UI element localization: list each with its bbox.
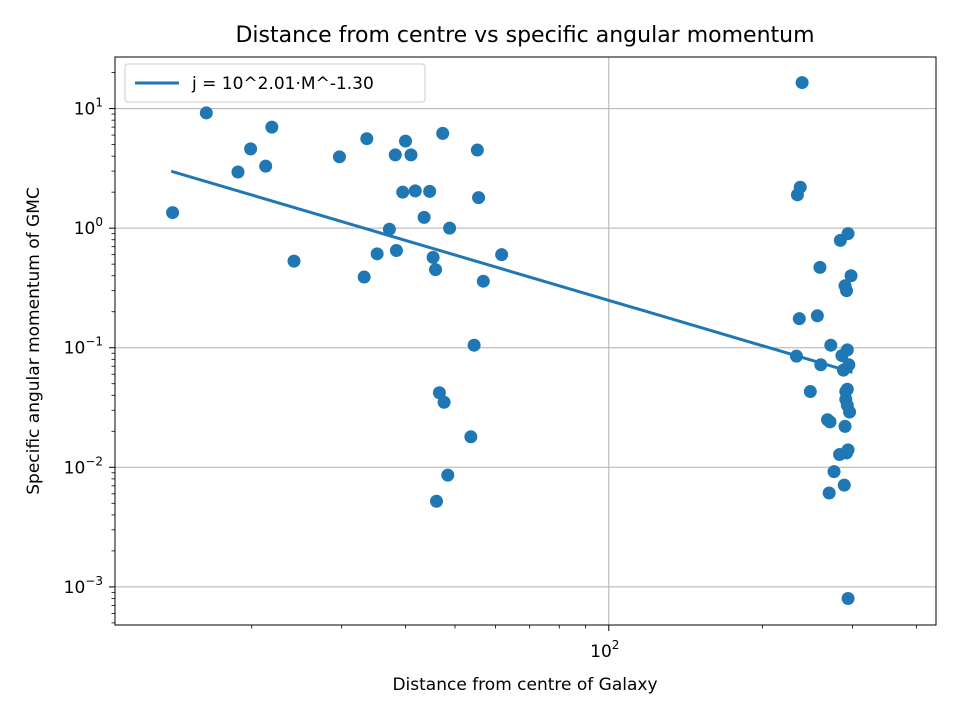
data-point	[841, 227, 855, 241]
data-point	[824, 338, 838, 352]
grid	[115, 57, 936, 625]
data-point	[231, 165, 245, 179]
data-point	[840, 343, 854, 357]
y-tick-exponent: −3	[85, 574, 103, 588]
data-point	[840, 284, 854, 298]
x-tick-exponent: 2	[612, 638, 620, 652]
data-point	[436, 126, 450, 140]
plot-area	[166, 76, 858, 605]
data-point	[396, 185, 410, 199]
chart-title: Distance from centre vs specific angular…	[235, 23, 814, 48]
y-tick-exponent: −1	[85, 335, 103, 349]
data-point	[838, 419, 852, 433]
data-point	[429, 263, 443, 277]
data-point	[199, 106, 213, 120]
y-axis-label: Specific angular momentum of GMC	[24, 187, 44, 495]
data-point	[265, 120, 279, 134]
data-point	[464, 430, 478, 444]
data-point	[793, 180, 807, 194]
data-point	[166, 206, 180, 220]
y-tick-label: 10−3	[64, 574, 103, 598]
data-point	[417, 210, 431, 224]
data-point	[426, 250, 440, 264]
data-point	[244, 142, 258, 156]
data-point	[388, 148, 402, 162]
data-point	[287, 254, 301, 268]
data-point	[495, 248, 509, 262]
data-point	[842, 358, 856, 372]
data-point	[795, 76, 809, 90]
data-point	[360, 132, 374, 146]
fit-line	[170, 169, 853, 374]
data-point	[841, 591, 855, 605]
y-tick-label: 10−2	[64, 454, 103, 478]
data-point	[332, 150, 346, 164]
legend-label: j = 10^2.01·M^-1.30	[191, 74, 374, 94]
y-tick-exponent: 1	[95, 96, 103, 110]
y-tick-label: 10−1	[64, 335, 103, 359]
data-point	[404, 148, 418, 162]
data-point	[443, 221, 457, 235]
data-point	[841, 443, 855, 457]
data-point	[843, 405, 857, 419]
y-tick-exponent: 0	[95, 215, 103, 229]
data-point	[259, 159, 273, 173]
y-tick-exponent: −2	[85, 454, 103, 468]
data-point	[467, 338, 481, 352]
data-point	[813, 260, 827, 274]
data-point	[437, 395, 451, 409]
y-tick-label: 100	[74, 215, 103, 239]
data-point	[423, 184, 437, 198]
data-point	[470, 143, 484, 157]
data-point	[472, 191, 486, 205]
data-point	[827, 465, 841, 479]
x-tick-label: 102	[590, 638, 619, 662]
data-point	[399, 134, 413, 148]
data-point	[476, 274, 490, 288]
data-point	[357, 270, 371, 284]
data-point	[823, 415, 837, 429]
data-point	[803, 385, 817, 399]
data-point	[408, 184, 422, 198]
x-axis-label: Distance from centre of Galaxy	[392, 675, 657, 695]
legend: j = 10^2.01·M^-1.30	[124, 63, 426, 103]
data-point	[840, 382, 854, 396]
data-point	[792, 312, 806, 326]
data-point	[441, 468, 455, 482]
data-point	[370, 247, 384, 261]
data-point	[810, 309, 824, 323]
data-point	[430, 494, 444, 508]
data-point	[844, 269, 858, 283]
data-point	[837, 478, 851, 492]
axes-frame	[114, 56, 937, 626]
data-point	[389, 244, 403, 258]
legend-frame	[124, 63, 426, 103]
data-point	[822, 486, 836, 500]
data-point	[382, 222, 396, 236]
y-tick-label: 101	[74, 96, 103, 120]
